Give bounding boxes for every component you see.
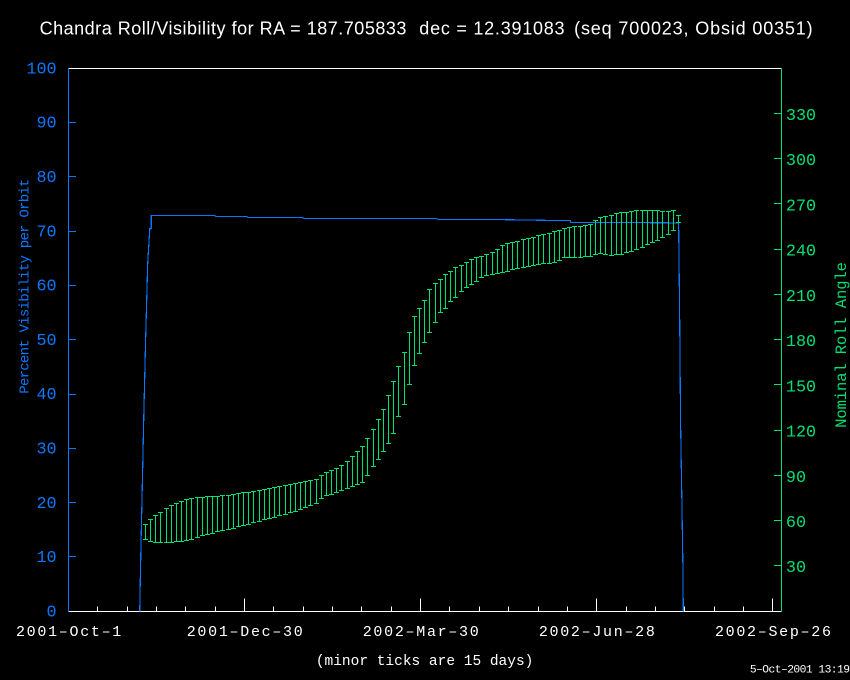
- svg-text:150: 150: [786, 378, 816, 397]
- svg-text:90: 90: [786, 469, 806, 488]
- svg-text:10: 10: [36, 549, 56, 568]
- svg-text:80: 80: [36, 169, 56, 188]
- svg-text:330: 330: [786, 107, 816, 126]
- svg-text:120: 120: [786, 424, 816, 443]
- svg-text:50: 50: [36, 332, 56, 351]
- svg-text:70: 70: [36, 223, 56, 242]
- svg-text:40: 40: [36, 386, 56, 405]
- svg-text:(minor ticks are 15 days): (minor ticks are 15 days): [316, 654, 534, 670]
- svg-text:Nominal Roll Angle: Nominal Roll Angle: [833, 262, 850, 428]
- svg-text:5–Oct–2001 13:19: 5–Oct–2001 13:19: [750, 665, 850, 677]
- svg-text:60: 60: [36, 278, 56, 297]
- svg-text:210: 210: [786, 288, 816, 307]
- svg-text:90: 90: [36, 115, 56, 134]
- svg-text:2002–Jun–28: 2002–Jun–28: [539, 624, 657, 641]
- svg-text:300: 300: [786, 152, 816, 171]
- svg-text:(seq 700023, Obsid 00351): (seq 700023, Obsid 00351): [574, 18, 813, 38]
- svg-text:20: 20: [36, 495, 56, 514]
- svg-text:30: 30: [786, 559, 806, 578]
- svg-text:60: 60: [786, 514, 806, 533]
- svg-text:30: 30: [36, 441, 56, 460]
- svg-text:270: 270: [786, 197, 816, 216]
- svg-text:dec = 12.391083: dec = 12.391083: [419, 18, 565, 38]
- svg-text:2001–Dec–30: 2001–Dec–30: [187, 624, 305, 641]
- svg-text:240: 240: [786, 243, 816, 262]
- svg-text:Chandra Roll/Visibility for RA: Chandra Roll/Visibility for RA = 187.705…: [40, 18, 407, 38]
- svg-text:0: 0: [47, 603, 57, 622]
- svg-text:2002–Sep–26: 2002–Sep–26: [715, 624, 833, 641]
- svg-text:100: 100: [26, 60, 56, 79]
- svg-text:180: 180: [786, 333, 816, 352]
- svg-text:2001–Oct–1: 2001–Oct–1: [16, 624, 123, 641]
- svg-text:Percent Visibility per Orbit: Percent Visibility per Orbit: [18, 179, 34, 393]
- svg-text:2002–Mar–30: 2002–Mar–30: [363, 624, 481, 641]
